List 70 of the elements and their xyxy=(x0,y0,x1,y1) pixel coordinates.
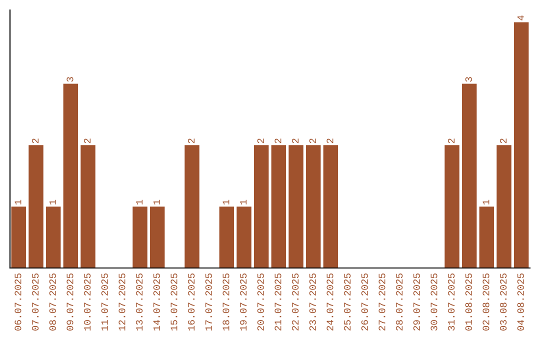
data-label: 2 xyxy=(32,138,39,144)
x-tick-label: 16.07.2025 xyxy=(188,273,195,331)
x-tick-label: 25.07.2025 xyxy=(344,273,351,331)
bar xyxy=(254,145,269,268)
x-tick-label: 20.07.2025 xyxy=(257,273,264,331)
bar xyxy=(462,84,477,268)
data-label: 1 xyxy=(482,200,490,204)
data-label: 1 xyxy=(240,200,247,204)
data-label: 1 xyxy=(49,200,56,204)
x-tick-label: 28.07.2025 xyxy=(396,273,403,331)
x-tick-label: 12.07.2025 xyxy=(118,273,126,331)
bar xyxy=(28,145,44,268)
x-tick-label: 17.07.2025 xyxy=(205,273,212,331)
data-label: 2 xyxy=(84,138,91,144)
data-label: 2 xyxy=(257,138,264,144)
data-label: 2 xyxy=(309,138,316,144)
x-tick-label: 30.07.2025 xyxy=(430,273,438,331)
x-tick-label: 31.07.2025 xyxy=(448,273,455,331)
bar xyxy=(46,206,61,268)
data-label: 1 xyxy=(14,200,22,204)
data-label: 4 xyxy=(517,16,524,20)
x-tick-label: 07.07.2025 xyxy=(32,273,39,331)
data-label: 2 xyxy=(500,138,507,144)
bar xyxy=(271,145,286,268)
data-label: 2 xyxy=(292,138,299,144)
x-tick-label: 23.07.2025 xyxy=(309,273,316,331)
bar xyxy=(184,145,200,268)
x-tick-label: 24.07.2025 xyxy=(326,273,334,331)
data-label: 1 xyxy=(153,200,160,204)
x-tick-label: 01.08.2025 xyxy=(465,273,472,331)
x-tick-label: 04.08.2025 xyxy=(517,273,524,331)
x-tick-label: 13.07.2025 xyxy=(136,273,143,331)
x-tick-label: 18.07.2025 xyxy=(222,273,230,331)
bar xyxy=(496,145,512,268)
data-label: 1 xyxy=(222,200,230,204)
x-tick-label: 09.07.2025 xyxy=(66,273,74,331)
data-label: 2 xyxy=(448,138,455,144)
bar xyxy=(63,84,78,268)
x-tick-label: 02.08.2025 xyxy=(482,273,490,331)
bar xyxy=(323,145,338,268)
bar xyxy=(80,145,96,268)
data-label: 2 xyxy=(326,138,334,144)
x-tick-label: 27.07.2025 xyxy=(378,273,386,331)
x-tick-label: 11.07.2025 xyxy=(101,273,108,331)
x-tick-label: 10.07.2025 xyxy=(84,273,91,331)
bar xyxy=(306,145,321,268)
x-tick-label: 14.07.2025 xyxy=(153,273,160,331)
bar xyxy=(479,206,494,268)
x-tick-label: 26.07.2025 xyxy=(361,273,368,331)
x-tick-label: 08.07.2025 xyxy=(49,273,56,331)
x-tick-label: 22.07.2025 xyxy=(292,273,299,331)
bar xyxy=(514,22,529,268)
x-tick-label: 06.07.2025 xyxy=(14,273,22,331)
bar xyxy=(288,145,304,268)
x-tick-label: 19.07.2025 xyxy=(240,273,247,331)
x-tick-label: 29.07.2025 xyxy=(413,273,420,331)
data-label: 3 xyxy=(66,77,74,82)
data-label: 2 xyxy=(274,138,282,144)
bar xyxy=(236,206,252,268)
bar xyxy=(11,206,26,268)
bar xyxy=(444,145,460,268)
data-label: 1 xyxy=(136,200,143,204)
x-tick-label: 03.08.2025 xyxy=(500,273,507,331)
bar xyxy=(150,206,165,268)
x-tick-label: 21.07.2025 xyxy=(274,273,282,331)
bar xyxy=(132,206,148,268)
x-tick-label: 15.07.2025 xyxy=(170,273,178,331)
data-label: 3 xyxy=(465,77,472,82)
bar xyxy=(219,206,234,268)
data-label: 2 xyxy=(188,138,195,144)
